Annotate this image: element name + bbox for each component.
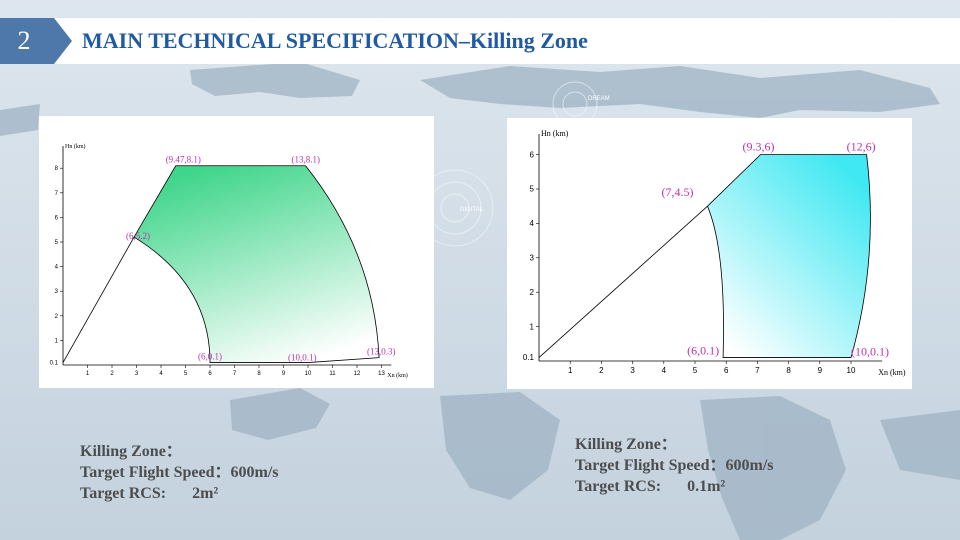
y-tick-label: 2 [530,288,535,297]
x-tick-label: 5 [693,366,698,375]
caption-heading: Killing Zone： [80,443,182,460]
y-axis-label: Hn (km) [541,129,569,138]
y-tick-label: 4 [530,219,535,228]
y-tick-label: 4 [55,265,59,271]
title-bar [0,18,960,64]
y-tick-label: 5 [55,240,59,246]
x-tick-label: 3 [630,366,635,375]
map-label-dream: DREAM [588,96,610,102]
y-tick-label: 6 [530,150,535,159]
x-tick-label: 6 [208,371,212,377]
y-axis-label: Hn (km) [65,143,86,150]
y-tick-label: 1 [530,322,535,331]
x-axis-label: Xn (km) [387,372,408,379]
y-tick-label: 2 [55,314,59,320]
caption-speed-label: Target Flight Speed： [80,464,231,481]
caption-speed-label: Target Flight Speed： [575,457,726,474]
line-of-sight-boundary [538,205,708,358]
point-label: (6,0.1) [198,352,222,362]
x-tick-label: 2 [110,371,114,377]
x-tick-label: 11 [329,371,336,377]
x-tick-label: 8 [786,366,791,375]
y-tick-label: 0.1 [50,361,59,367]
y-tick-label: 1 [55,338,59,344]
point-label: (10,0.1) [851,345,889,359]
caption-right: Killing Zone： Target Flight Speed：600m/s… [575,434,774,497]
y-tick-label: 0.1 [523,353,535,362]
y-tick-label: 5 [530,185,535,194]
x-tick-label: 9 [282,371,286,377]
y-tick-label: 8 [55,166,59,172]
x-tick-label: 6 [724,366,729,375]
caption-speed-value: 600m/s [725,457,774,474]
x-tick-label: 10 [847,366,856,375]
caption-left: Killing Zone： Target Flight Speed：600m/s… [80,441,279,504]
caption-rcs-label: Target RCS: [80,485,167,502]
page-title: MAIN TECHNICAL SPECIFICATION–Killing Zon… [82,28,588,53]
caption-rcs-label: Target RCS: [575,478,662,495]
x-tick-label: 4 [662,366,667,375]
point-label: (13,8.1) [292,155,321,165]
chart-right: 1 2 3 4 5 6 7 8 9 10 1 2 3 4 5 6 0.1 Hn (km) Xn (km) (9.3,6… [523,129,906,377]
x-tick-label: 13 [378,371,385,377]
map-label-digital: DIGITAL [460,207,484,213]
chart-panel-right: 1 2 3 4 5 6 7 8 9 10 1 2 3 4 5 6 0.1 Hn (km) Xn (km) (9.3,6… [507,118,912,389]
x-tick-label: 9 [818,366,823,375]
slide-number-badge [0,18,72,64]
x-axis-label: Xn (km) [878,368,906,377]
x-tick-label: 4 [159,371,163,377]
point-label: (12,6) [847,140,876,154]
point-label: (13,0.3) [367,347,396,357]
x-tick-label: 7 [233,371,237,377]
caption-heading: Killing Zone： [575,436,677,453]
killing-zone-area [133,165,380,363]
caption-rcs-value: 0.1m² [687,478,726,495]
x-tick-label: 1 [568,366,573,375]
caption-speed-value: 600m/s [230,464,279,481]
point-label: (10,0.1) [288,353,317,363]
y-tick-label: 3 [55,289,59,295]
chart-panel-left: 1 2 3 4 5 6 7 8 9 10 11 12 13 1 2 3 4 5 6 7 8 0.1 Hn (km) Xn (k… [39,116,434,388]
killing-zone-area [707,154,871,358]
y-tick-label: 7 [55,191,59,197]
x-tick-label: 1 [86,371,90,377]
caption-rcs-value: 2m² [192,485,219,502]
y-tick-label: 3 [530,253,535,262]
slide-number: 2 [17,26,31,55]
x-tick-label: 7 [755,366,760,375]
x-tick-label: 10 [305,371,312,377]
point-label: (6,0.1) [687,344,719,358]
x-tick-label: 8 [257,371,261,377]
line-of-sight-boundary [62,236,135,363]
x-tick-label: 3 [135,371,139,377]
point-label: (7,4.5) [661,185,693,199]
point-label: (6,5.2) [126,231,150,241]
x-tick-label: 2 [599,366,604,375]
x-tick-label: 5 [184,371,188,377]
x-tick-label: 12 [354,371,361,377]
y-tick-label: 6 [55,215,59,221]
point-label: (9.47,8.1) [166,155,201,165]
point-label: (9.3,6) [743,140,775,154]
